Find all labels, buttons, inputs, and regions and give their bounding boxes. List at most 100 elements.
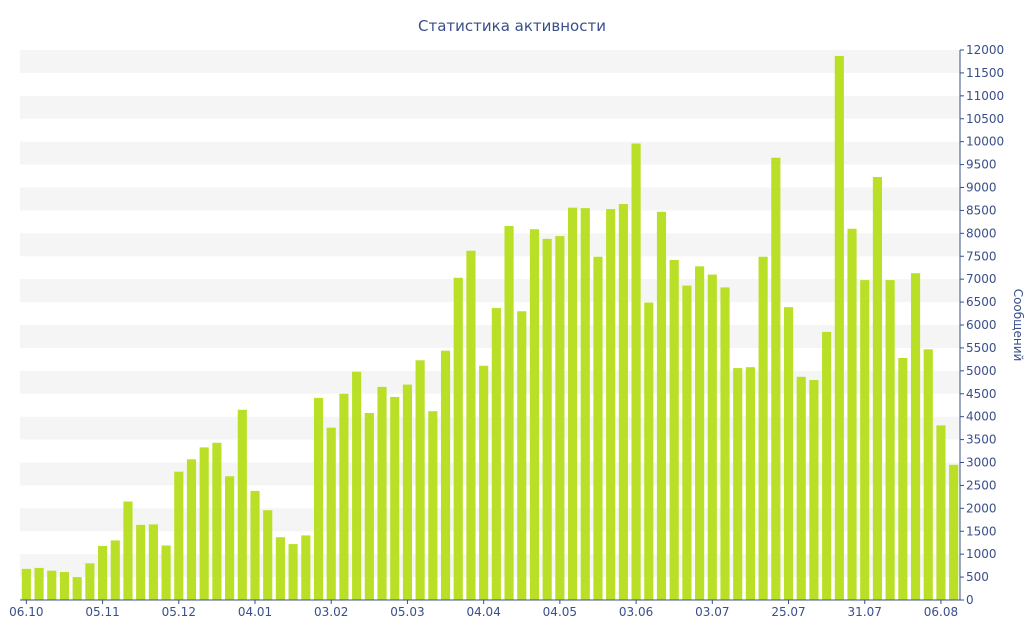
bar [453, 277, 463, 600]
bar [339, 393, 349, 600]
bar [580, 208, 590, 601]
x-tick-label: 05.12 [162, 605, 196, 619]
y-tick-label: 5000 [966, 364, 997, 378]
y-tick-label: 1000 [966, 547, 997, 561]
bar [301, 535, 311, 601]
grid-band [20, 187, 960, 211]
y-tick-label: 10000 [966, 135, 1004, 149]
y-tick-label: 7500 [966, 249, 997, 263]
y-tick-label: 8500 [966, 203, 997, 217]
bar [237, 409, 247, 600]
y-tick-label: 5500 [966, 341, 997, 355]
bar [847, 228, 857, 600]
bar [466, 250, 476, 600]
y-tick-label: 3500 [966, 433, 997, 447]
y-tick-label: 4000 [966, 410, 997, 424]
x-tick-label: 06.10 [9, 605, 43, 619]
bar [822, 331, 832, 601]
x-tick-label: 04.04 [466, 605, 500, 619]
bar [885, 280, 895, 600]
x-tick-label: 04.05 [543, 605, 577, 619]
bar [567, 207, 578, 601]
grid-band [20, 370, 960, 394]
bar [669, 259, 679, 600]
x-tick-label: 03.02 [314, 605, 348, 619]
bar [682, 285, 692, 600]
bar [644, 302, 654, 600]
y-tick-label: 0 [966, 593, 974, 607]
bar [771, 157, 781, 600]
bar [97, 545, 108, 600]
bar [85, 563, 95, 600]
bar [631, 143, 641, 600]
x-axis-ticks: 06.10 05.11 05.12 04.01 03.02 05.03 04.04 04.05… [9, 600, 958, 619]
y-tick-label: 9500 [966, 158, 997, 172]
y-tick-label: 2500 [966, 478, 997, 492]
bar [745, 367, 755, 600]
x-tick-label: 03.06 [619, 605, 653, 619]
y-tick-label: 500 [966, 570, 989, 584]
bar [415, 360, 425, 600]
chart-title: Статистика активности [418, 17, 606, 35]
bar [834, 55, 844, 600]
bar [123, 501, 133, 600]
y-tick-label: 1500 [966, 524, 997, 538]
bar [860, 280, 870, 600]
y-tick-label: 4500 [966, 387, 997, 401]
x-tick-label: 03.07 [695, 605, 729, 619]
bar [898, 358, 908, 600]
bar [250, 490, 260, 600]
grid-band [20, 233, 960, 257]
bar [809, 380, 819, 600]
y-tick-label: 3000 [966, 456, 997, 470]
bar [733, 368, 743, 600]
bar [377, 386, 387, 601]
bar [504, 226, 514, 600]
bar [161, 545, 171, 600]
bar [402, 384, 413, 600]
bar [72, 577, 82, 600]
bar [593, 256, 603, 600]
bar [148, 524, 158, 601]
bar [949, 464, 959, 600]
grid-band [20, 508, 960, 532]
y-tick-label: 2000 [966, 501, 997, 515]
y-axis-ticks: 0 500 1000 1500 2000 2500 3000 3500 4000 4500 5000… [960, 43, 1004, 607]
bar [288, 544, 298, 600]
bar [618, 204, 628, 600]
bar [136, 524, 146, 600]
grid-band [20, 141, 960, 165]
bar [212, 442, 222, 600]
bar [275, 537, 285, 600]
y-axis-label: Сообщений [1011, 289, 1024, 362]
grid-band [20, 554, 960, 578]
y-tick-label: 9000 [966, 181, 997, 195]
bar [758, 256, 768, 600]
x-tick-label: 31.07 [848, 605, 882, 619]
y-tick-label: 12000 [966, 43, 1004, 57]
x-tick-label: 05.11 [85, 605, 119, 619]
bar [491, 308, 501, 600]
bar [555, 236, 565, 600]
bar [936, 425, 946, 601]
bar [923, 349, 933, 600]
bar [186, 459, 197, 600]
bar [34, 567, 44, 600]
bar [263, 510, 273, 600]
bar [313, 397, 324, 601]
bar [796, 376, 806, 600]
bar [199, 447, 209, 601]
bar [529, 229, 540, 600]
grid-band [20, 416, 960, 440]
x-tick-label: 06.08 [924, 605, 958, 619]
y-tick-label: 8000 [966, 226, 997, 240]
bar [872, 176, 883, 600]
bar [707, 274, 717, 600]
bar [440, 350, 451, 600]
bar [21, 568, 31, 600]
y-tick-label: 6500 [966, 295, 997, 309]
bar [59, 572, 70, 600]
bar [695, 266, 705, 600]
